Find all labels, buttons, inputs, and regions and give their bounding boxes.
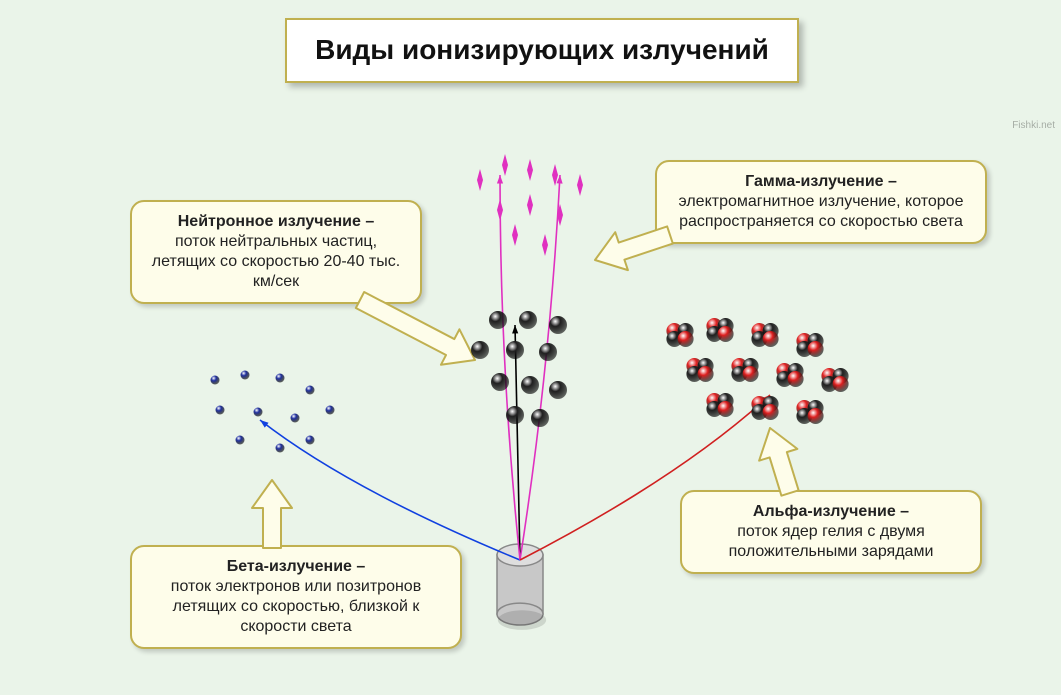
- callout-gamma-title: Гамма-излучение –: [745, 173, 897, 190]
- callout-neutron-title: Нейтронное излучение –: [178, 213, 374, 230]
- callout-alpha: Альфа-излучение – поток ядер гелия с дву…: [680, 490, 982, 574]
- callout-gamma-text: электромагнитное излучение, которое расп…: [679, 193, 964, 230]
- callout-beta-title: Бета-излучение –: [227, 558, 366, 575]
- callout-gamma: Гамма-излучение – электромагнитное излуч…: [655, 160, 987, 244]
- callout-alpha-title: Альфа-излучение –: [753, 503, 909, 520]
- callout-beta-text: поток электронов или позитронов летящих …: [171, 578, 421, 635]
- callout-neutron: Нейтронное излучение – поток нейтральных…: [130, 200, 422, 304]
- callout-beta: Бета-излучение – поток электронов или по…: [130, 545, 462, 649]
- watermark-text: Fishki.net: [1012, 120, 1055, 131]
- callout-neutron-text: поток нейтральных частиц, летящих со ско…: [152, 233, 400, 290]
- callout-alpha-text: поток ядер гелия с двумя положительными …: [729, 523, 934, 560]
- page-title: Виды ионизирующих излучений: [285, 18, 799, 83]
